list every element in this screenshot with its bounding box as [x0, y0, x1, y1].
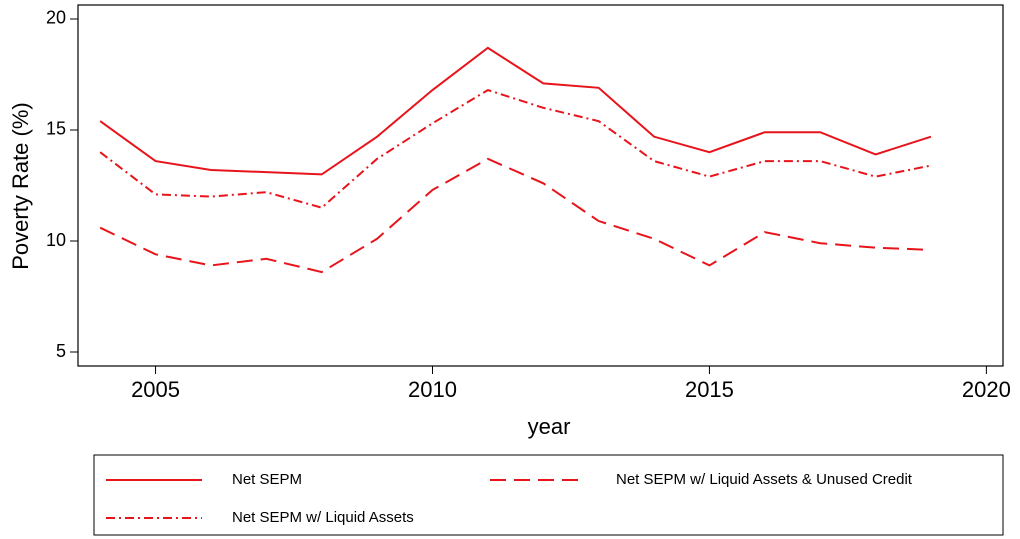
legend-label: Net SEPM w/ Liquid Assets & Unused Credi… [616, 471, 913, 488]
x-axis-title: year [528, 414, 571, 439]
y-tick-label: 20 [46, 8, 66, 28]
y-tick-label: 15 [46, 119, 66, 139]
legend-label: Net SEPM [232, 471, 302, 488]
plot-frame [77, 4, 1004, 367]
legend-label: Net SEPM w/ Liquid Assets [232, 509, 414, 526]
series-line [99, 46, 932, 176]
series-line [99, 88, 932, 209]
y-tick-label: 5 [56, 341, 66, 361]
series-line [99, 157, 932, 274]
x-tick-label: 2015 [685, 377, 734, 402]
legend-box [93, 454, 1004, 536]
x-tick-label: 2005 [131, 377, 180, 402]
x-tick-label: 2020 [962, 377, 1011, 402]
x-tick-label: 2010 [408, 377, 457, 402]
y-axis-title: Poverty Rate (%) [8, 102, 33, 270]
y-tick-label: 10 [46, 230, 66, 250]
